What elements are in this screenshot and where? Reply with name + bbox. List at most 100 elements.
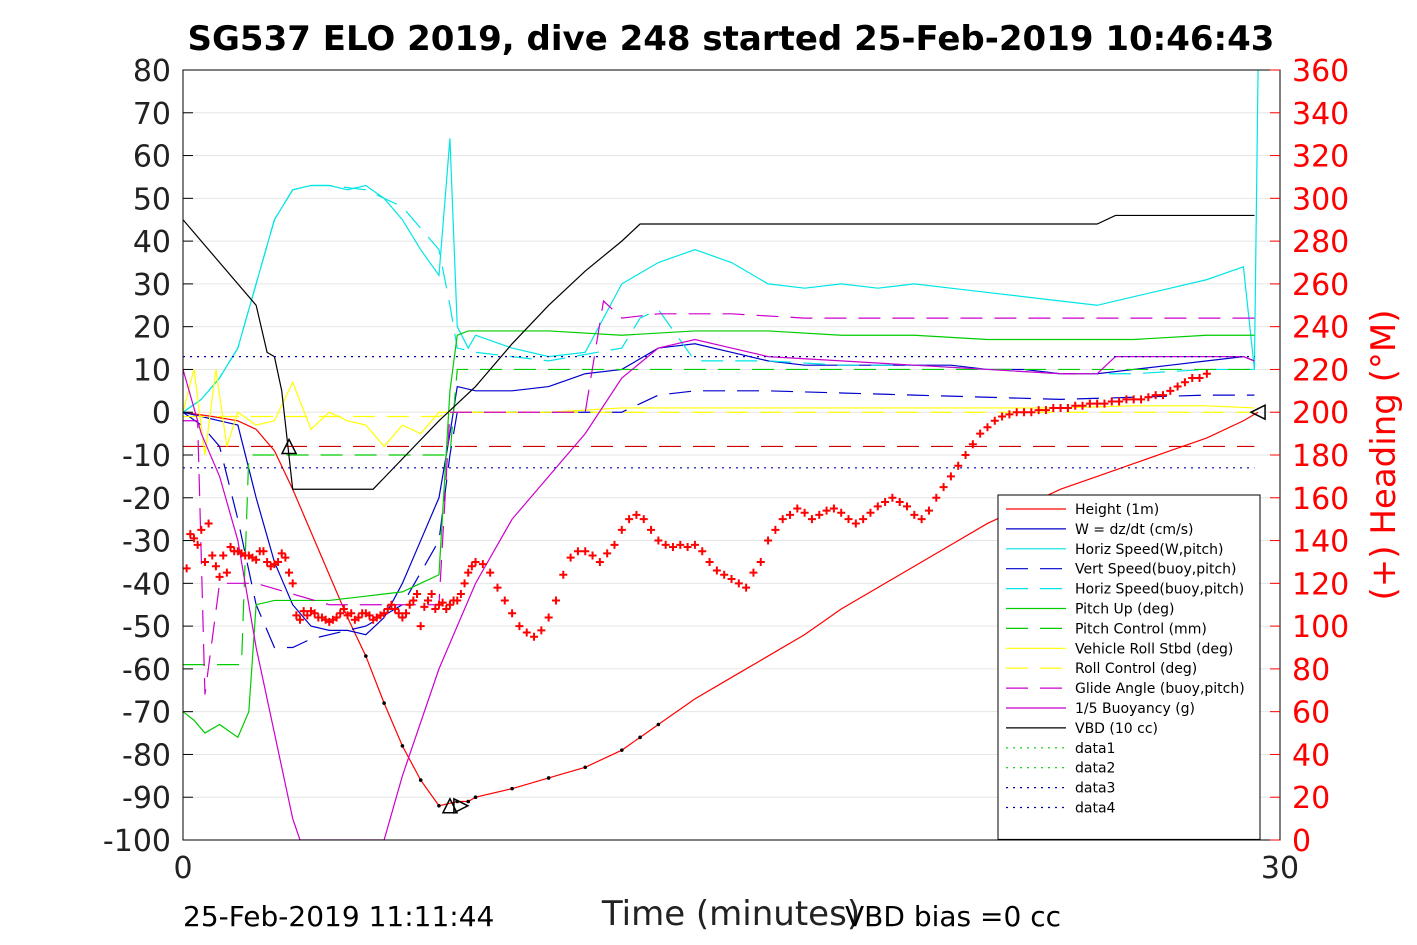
y-tick-label: 10 <box>133 353 171 388</box>
heading-point <box>1027 408 1036 417</box>
height-sample-dot <box>546 776 551 780</box>
heading-point <box>895 498 904 507</box>
heading-point <box>263 557 272 566</box>
y-right-tick-label: 20 <box>1292 781 1330 816</box>
heading-point <box>1005 410 1014 419</box>
y-tick-label: -60 <box>122 653 171 688</box>
heading-point <box>1078 401 1087 410</box>
heading-point <box>285 568 294 577</box>
heading-point <box>1151 391 1160 400</box>
heading-point <box>881 498 890 507</box>
heading-point <box>1085 399 1094 408</box>
heading-point <box>1020 408 1029 417</box>
heading-point <box>500 596 509 605</box>
heading-point <box>281 553 290 562</box>
legend-label: VBD (10 cc) <box>1075 721 1158 737</box>
heading-point <box>197 525 206 534</box>
heading-point <box>296 615 305 624</box>
y-right-tick-label: 60 <box>1292 696 1330 731</box>
heading-points <box>183 370 1211 641</box>
heading-point <box>734 579 743 588</box>
heading-point <box>438 598 447 607</box>
heading-point <box>581 547 590 556</box>
y-right-tick-label: 80 <box>1292 653 1330 688</box>
height-sample-dot <box>466 799 471 804</box>
heading-point <box>551 596 560 605</box>
y-right-tick-label: 140 <box>1292 525 1349 560</box>
heading-point <box>208 551 217 560</box>
marker-triangle-right <box>453 797 470 814</box>
heading-point <box>387 600 396 609</box>
heading-point <box>888 493 897 502</box>
heading-point <box>1049 403 1058 412</box>
heading-point <box>661 540 670 549</box>
heading-point <box>998 412 1007 421</box>
heading-point <box>844 515 853 524</box>
heading-point <box>431 605 440 613</box>
y-tick-label: 80 <box>133 54 171 89</box>
heading-point <box>1107 397 1116 406</box>
y-tick-label: -40 <box>122 567 171 602</box>
series-line-2 <box>183 70 1259 413</box>
heading-point <box>632 510 641 519</box>
series-line-10 <box>183 338 1255 840</box>
heading-point <box>617 525 626 534</box>
y-tick-label: -10 <box>122 439 171 474</box>
heading-point <box>639 515 648 524</box>
y-tick-label: -70 <box>122 696 171 731</box>
height-sample-dot <box>473 795 478 800</box>
heading-point <box>756 557 765 566</box>
heading-point <box>749 568 758 577</box>
legend-label: Glide Angle (buoy,pitch) <box>1075 681 1245 697</box>
y-right-tick-label: 260 <box>1292 268 1349 303</box>
height-sample-dot <box>364 654 368 658</box>
heading-point <box>815 510 824 519</box>
heading-point <box>226 542 235 551</box>
legend-box <box>997 494 1261 840</box>
y-tick-label: 50 <box>133 182 171 217</box>
legend-label: data1 <box>1075 741 1115 757</box>
y-tick-label: -100 <box>103 824 171 859</box>
x-axis-label: Time (minutes) <box>601 894 860 934</box>
y-tick-label: -50 <box>122 610 171 645</box>
heading-point <box>409 596 418 605</box>
series-line-3 <box>183 390 1255 649</box>
heading-point <box>1056 403 1065 412</box>
heading-point <box>588 551 597 560</box>
legend-label: Pitch Up (deg) <box>1075 602 1174 618</box>
heading-point <box>347 609 356 618</box>
height-sample-dot <box>583 765 588 770</box>
heading-point <box>968 440 977 449</box>
height-sample-dot <box>620 748 624 752</box>
legend: Height (1m) W = dz/dt (cm/s) Horiz Speed(W… <box>997 494 1261 840</box>
heading-point <box>859 515 868 524</box>
y-right-tick-label: 360 <box>1292 54 1349 89</box>
y-right-tick-label: 200 <box>1292 396 1349 431</box>
marker-triangle-up <box>280 437 298 455</box>
heading-point <box>946 472 955 481</box>
footer-timestamp: 25-Feb-2019 11:11:44 <box>183 900 495 933</box>
heading-point <box>903 502 912 511</box>
legend-label: Roll Control (deg) <box>1075 661 1197 677</box>
heading-point <box>647 525 656 534</box>
heading-point <box>837 508 846 517</box>
heading-point <box>654 536 663 545</box>
legend-label: Horiz Speed(W,pitch) <box>1075 542 1223 558</box>
heading-point <box>215 572 224 581</box>
y-tick-label: 20 <box>133 311 171 346</box>
heading-point <box>471 557 480 566</box>
heading-point <box>625 515 634 524</box>
y-right-tick-label: 300 <box>1292 182 1349 217</box>
heading-point <box>453 596 462 605</box>
y-tick-label: 0 <box>152 396 171 431</box>
heading-point <box>990 416 999 425</box>
y-tick-label: 30 <box>133 268 171 303</box>
heading-point <box>1115 397 1124 406</box>
y-right-tick-label: 340 <box>1292 97 1349 132</box>
series-line-8 <box>183 411 1255 418</box>
legend-label: data2 <box>1075 761 1115 777</box>
heading-point <box>413 590 422 599</box>
heading-point <box>310 609 319 618</box>
heading-point <box>252 555 261 564</box>
